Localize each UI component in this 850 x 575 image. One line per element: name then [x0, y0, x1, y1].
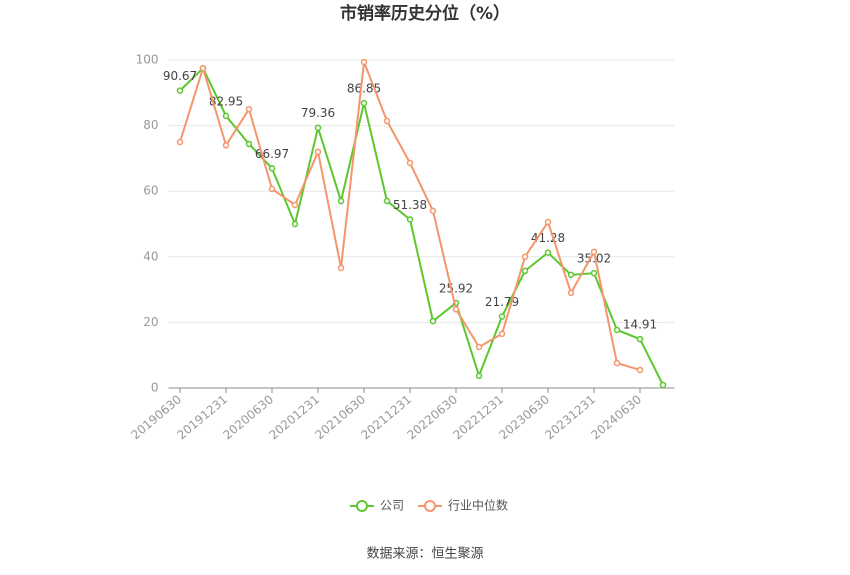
point	[245, 140, 253, 148]
y-tick-label: 0	[151, 381, 159, 395]
y-tick-label: 100	[136, 53, 159, 67]
point	[498, 313, 506, 320]
point	[613, 359, 621, 367]
data-label: 82.95	[209, 94, 243, 108]
y-tick-label: 60	[143, 184, 158, 198]
series-line	[179, 66, 664, 386]
legend-label: 行业中位数	[448, 498, 508, 513]
point	[360, 58, 368, 66]
x-tick-label: 20201231	[266, 392, 322, 442]
x-tick-label: 20231231	[542, 392, 598, 442]
point	[360, 99, 368, 107]
source: 数据来源：恒生聚源	[366, 547, 483, 562]
legend-label: 公司	[380, 499, 404, 513]
x-tick-label: 20211231	[358, 392, 414, 442]
legend-icon	[424, 500, 436, 512]
y-tick-label: 40	[143, 249, 158, 263]
point	[199, 64, 207, 72]
x-tick-label: 20221231	[450, 392, 506, 442]
y-tick-label: 20	[143, 315, 158, 329]
data-label: 21.79	[485, 295, 519, 309]
point	[337, 264, 345, 272]
point	[475, 372, 483, 380]
data-label: 25.92	[439, 281, 473, 295]
point	[268, 185, 276, 193]
point	[291, 201, 299, 209]
y-tick-label: 80	[143, 118, 158, 132]
point	[475, 343, 483, 351]
point	[613, 326, 621, 334]
x-tick-label: 20200630	[220, 392, 276, 442]
point	[176, 138, 184, 146]
point	[521, 253, 529, 261]
point	[590, 269, 598, 277]
point	[567, 271, 575, 279]
point	[567, 289, 575, 297]
point	[314, 124, 322, 131]
point	[176, 87, 184, 94]
point	[383, 117, 391, 125]
data-label: 14.91	[623, 318, 657, 332]
point	[521, 267, 529, 275]
point	[659, 381, 667, 389]
point	[498, 330, 506, 338]
point	[406, 216, 414, 223]
x-tick-label: 20210630	[312, 392, 368, 442]
point	[268, 165, 276, 172]
data-label: 51.38	[393, 198, 427, 212]
x-tick-label: 20220630	[404, 392, 460, 442]
x-tick-label: 20191231	[174, 392, 230, 442]
data-label: 90.67	[163, 69, 197, 83]
point	[636, 335, 644, 343]
point	[245, 105, 253, 113]
point	[429, 207, 437, 215]
point	[544, 249, 552, 256]
point	[406, 159, 414, 167]
legend-icon	[356, 500, 368, 512]
data-label: 35.02	[577, 252, 611, 266]
x-tick-label: 20230630	[496, 392, 552, 442]
point	[222, 142, 230, 149]
x-tick-label: 20240630	[588, 392, 644, 442]
point	[590, 248, 598, 256]
point	[383, 197, 391, 205]
point	[314, 148, 322, 156]
x-tick-label: 20190630	[128, 392, 184, 442]
point	[636, 366, 644, 374]
chart-title: 市销率历史分位（%）	[340, 3, 510, 24]
point	[291, 220, 299, 228]
point	[222, 112, 230, 120]
point	[452, 306, 460, 313]
data-label: 41.28	[531, 231, 565, 245]
point	[337, 197, 345, 205]
point	[544, 218, 552, 226]
point	[429, 317, 437, 325]
data-label: 79.36	[301, 106, 335, 120]
